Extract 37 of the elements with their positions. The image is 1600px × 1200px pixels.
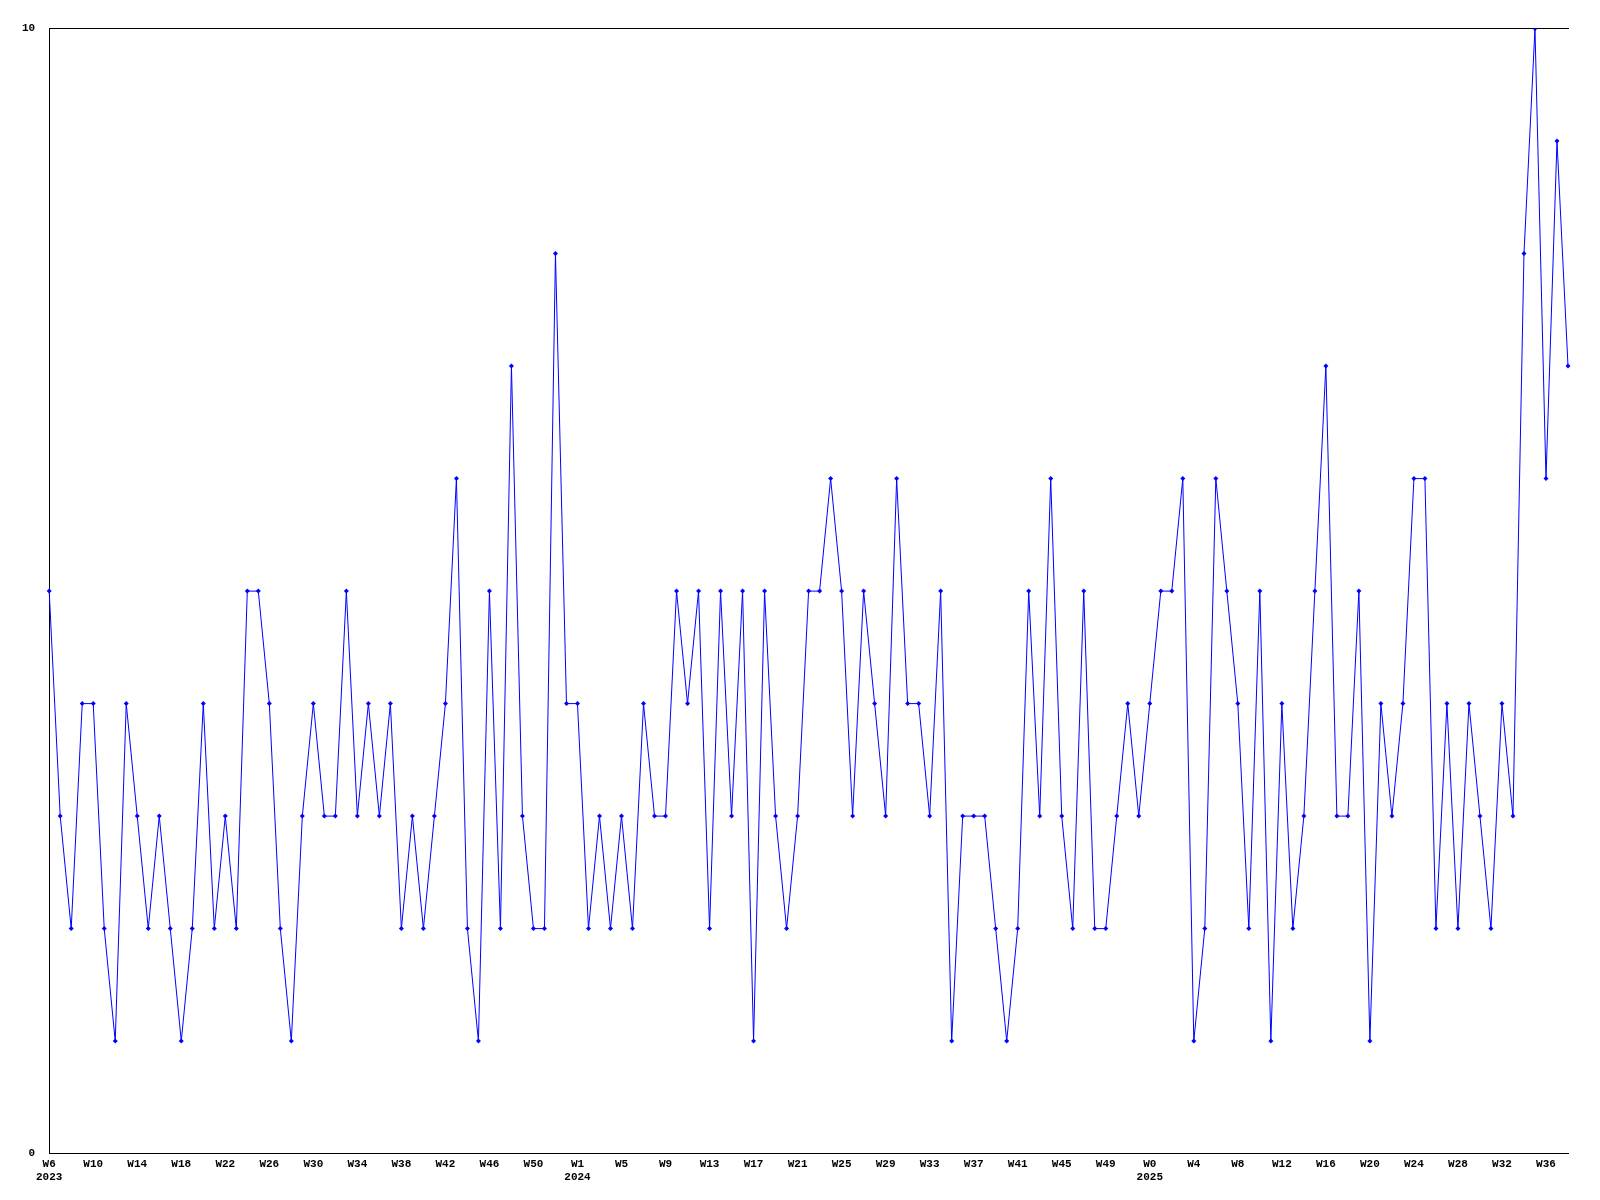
x-tick-label: W34 xyxy=(347,1157,368,1170)
x-tick-label: W22 xyxy=(215,1157,236,1170)
x-tick-label: W12 xyxy=(1271,1157,1292,1170)
x-tick-label: W45 xyxy=(1051,1157,1073,1170)
x-tick-label: W13 xyxy=(699,1157,720,1170)
x-tick-label: W5 xyxy=(614,1157,629,1170)
x-tick-label: W14 xyxy=(127,1157,148,1170)
x-tick-label: W8 xyxy=(1231,1157,1245,1170)
x-tick-label: W36 xyxy=(1536,1157,1556,1170)
x-tick-label: W24 xyxy=(1404,1157,1425,1170)
x-tick-label: W10 xyxy=(83,1157,104,1170)
x-tick-label: W21 xyxy=(787,1157,808,1170)
x-tick-label: W33 xyxy=(919,1157,940,1170)
x-tick-label: W16 xyxy=(1315,1157,1336,1170)
x-tick-label: W46 xyxy=(479,1157,500,1170)
x-tick-label: W29 xyxy=(875,1157,896,1170)
x-tick-label: W30 xyxy=(303,1157,324,1170)
x-tick-label: W25 xyxy=(831,1157,852,1170)
x-tick-label: W50 xyxy=(523,1157,544,1170)
x-tick-label: W9 xyxy=(658,1157,673,1170)
x-tick-label: W28 xyxy=(1448,1157,1469,1170)
x-tick-label: W6 2023 xyxy=(36,1157,63,1184)
x-tick-label: W1 2024 xyxy=(564,1157,592,1184)
x-tick-label: W49 xyxy=(1095,1157,1116,1170)
x-tick-label: W18 xyxy=(171,1157,192,1170)
x-tick-label: W17 xyxy=(743,1157,764,1170)
y-tick-label: 10 xyxy=(22,22,36,35)
x-tick-label: W41 xyxy=(1007,1157,1029,1170)
x-tick-label: W37 xyxy=(963,1157,984,1170)
x-tick-label: W42 xyxy=(435,1157,456,1170)
x-tick-label: W0 2025 xyxy=(1136,1157,1164,1184)
y-tick-label: 0 xyxy=(28,1147,36,1160)
x-tick-label: W4 xyxy=(1187,1157,1201,1170)
x-tick-label: W20 xyxy=(1359,1157,1380,1170)
x-tick-label: W38 xyxy=(391,1157,412,1170)
x-tick-label: W32 xyxy=(1492,1157,1512,1170)
x-tick-label: W26 xyxy=(259,1157,280,1170)
